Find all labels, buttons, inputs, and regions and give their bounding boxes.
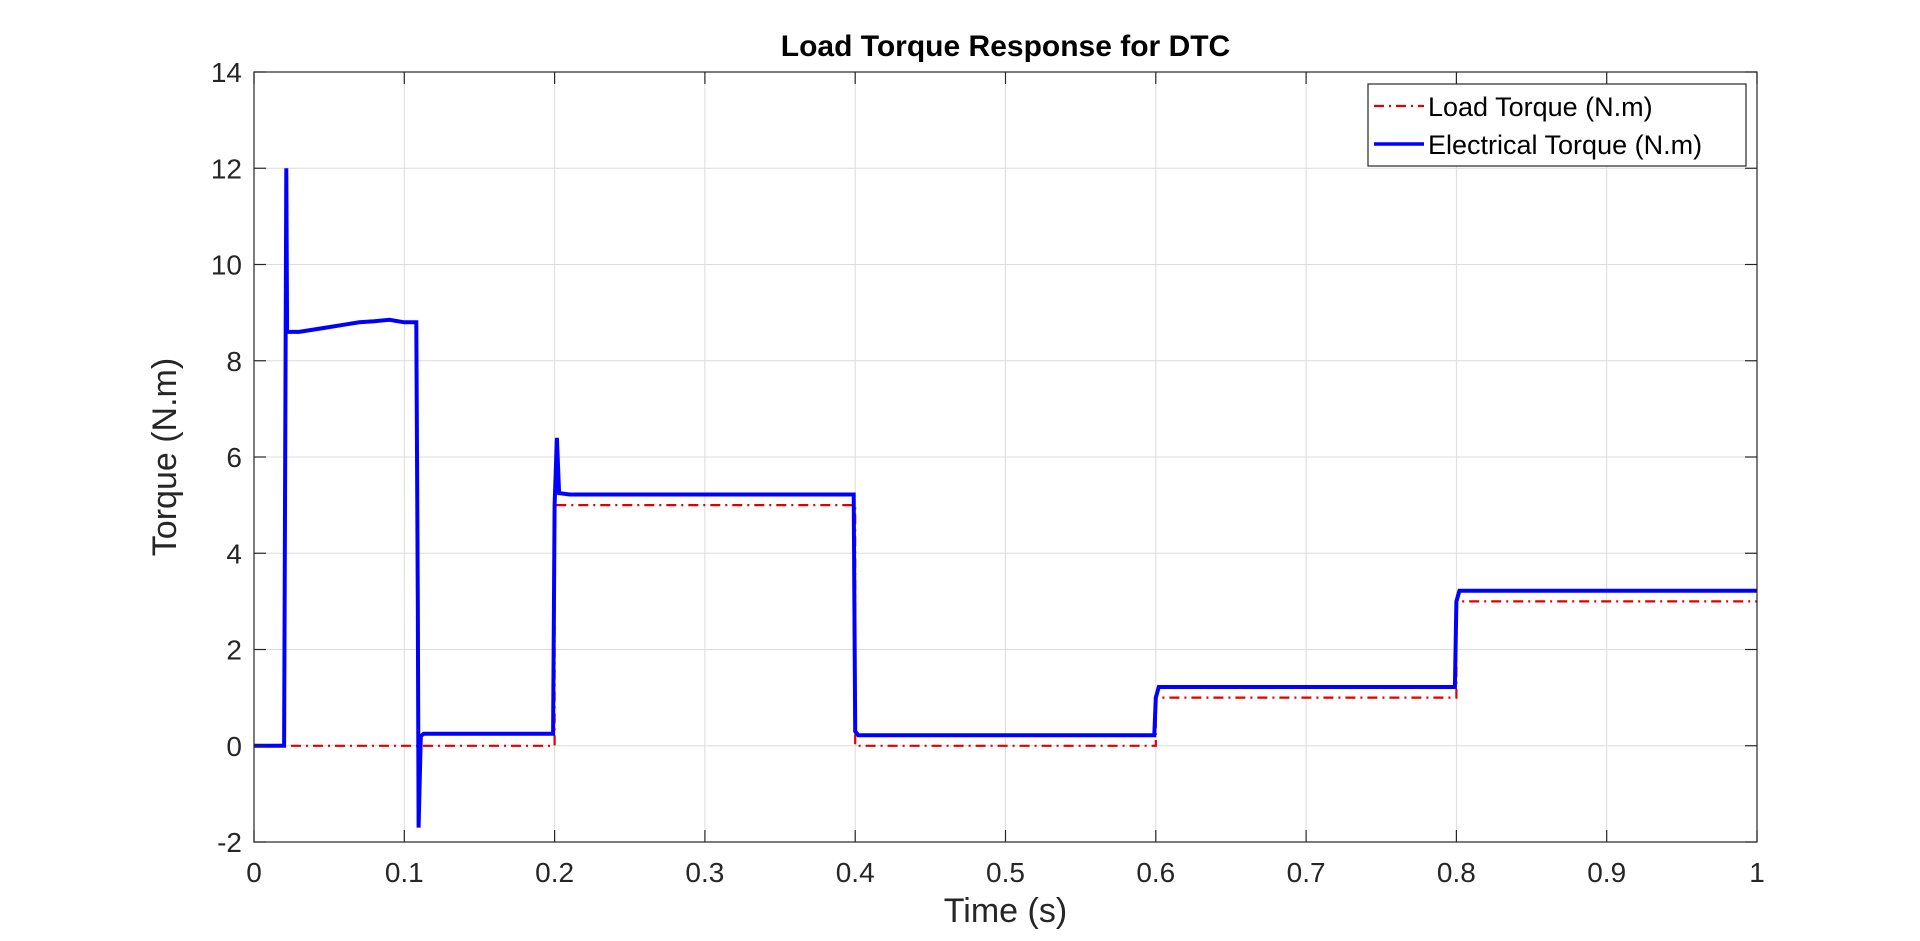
y-tick-label: 2 — [226, 635, 242, 666]
x-axis-label: Time (s) — [944, 892, 1067, 930]
plot-data — [254, 168, 1757, 828]
y-tick-label: 6 — [226, 442, 242, 473]
legend: Load Torque (N.m) Electrical Torque (N.m… — [1367, 83, 1747, 167]
x-tick-label: 0.8 — [1437, 857, 1476, 888]
legend-label-load-torque: Load Torque (N.m) — [1428, 92, 1653, 122]
y-tick-label: 14 — [211, 57, 242, 88]
x-tick-label: 0.2 — [535, 857, 574, 888]
x-tick-label: 1 — [1749, 857, 1765, 888]
axis-ticks: 0 0.1 0.2 0.3 0.4 0.5 0.6 0.7 0.8 0.9 1-2024681012… — [211, 57, 1765, 888]
y-tick-label: 4 — [226, 538, 242, 569]
series-line-load-torque — [269, 504, 1757, 747]
y-tick-label: -2 — [217, 827, 242, 858]
x-tick-label: 0.7 — [1287, 857, 1326, 888]
y-tick-label: 10 — [211, 250, 242, 281]
x-tick-label: 0.4 — [836, 857, 875, 888]
x-tick-label: 0.9 — [1587, 857, 1626, 888]
y-tick-label: 8 — [226, 346, 242, 377]
x-tick-label: 0.6 — [1136, 857, 1175, 888]
chart-title: Load Torque Response for DTC — [781, 30, 1230, 63]
y-axis-label: Torque (N.m) — [146, 358, 184, 556]
legend-label-electrical-torque: Electrical Torque (N.m) — [1428, 130, 1702, 160]
y-tick-label: 12 — [211, 153, 242, 184]
x-tick-label: 0.1 — [385, 857, 424, 888]
legend-box — [1367, 83, 1747, 167]
series-line-electrical-torque — [254, 168, 1757, 828]
x-tick-label: 0.3 — [685, 857, 724, 888]
x-tick-label: 0.5 — [986, 857, 1025, 888]
x-tick-label: 0 — [246, 857, 262, 888]
y-tick-label: 0 — [226, 731, 242, 762]
grid-lines — [253, 71, 1758, 843]
